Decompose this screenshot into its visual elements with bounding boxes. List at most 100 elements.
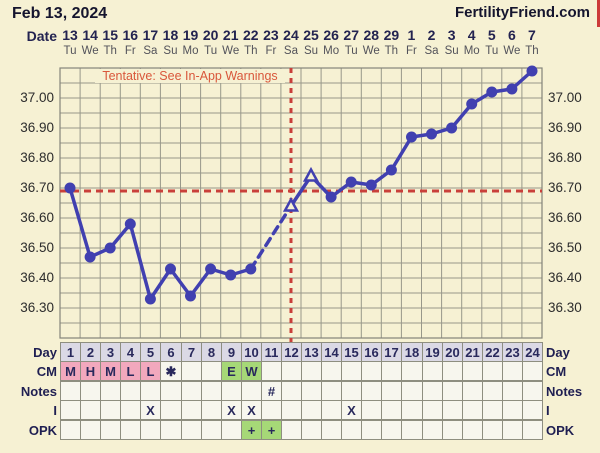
opk-cell-day-17[interactable]	[381, 420, 402, 440]
notes-cell-day-13[interactable]	[301, 381, 322, 401]
intercourse-cell-day-19[interactable]	[422, 400, 443, 420]
intercourse-cell-day-11[interactable]	[261, 400, 282, 420]
day-cell-day-13[interactable]: 13	[301, 342, 322, 362]
day-cell-day-21[interactable]: 21	[462, 342, 483, 362]
intercourse-cell-day-2[interactable]	[80, 400, 101, 420]
opk-cell-day-9[interactable]	[221, 420, 242, 440]
cm-cell-day-24[interactable]	[522, 361, 543, 381]
intercourse-cell-day-14[interactable]	[321, 400, 342, 420]
day-cell-day-7[interactable]: 7	[181, 342, 202, 362]
opk-cell-day-22[interactable]	[482, 420, 503, 440]
day-cell-day-2[interactable]: 2	[80, 342, 101, 362]
notes-cell-day-23[interactable]	[502, 381, 523, 401]
cm-cell-day-4[interactable]: L	[120, 361, 141, 381]
cm-cell-day-15[interactable]	[341, 361, 362, 381]
day-cell-day-20[interactable]: 20	[442, 342, 463, 362]
intercourse-cell-day-10[interactable]: X	[241, 400, 262, 420]
notes-cell-day-4[interactable]	[120, 381, 141, 401]
cm-cell-day-1[interactable]: M	[60, 361, 81, 381]
day-cell-day-23[interactable]: 23	[502, 342, 523, 362]
notes-cell-day-12[interactable]	[281, 381, 302, 401]
intercourse-cell-day-1[interactable]	[60, 400, 81, 420]
intercourse-cell-day-21[interactable]	[462, 400, 483, 420]
opk-cell-day-16[interactable]	[361, 420, 382, 440]
day-cell-day-3[interactable]: 3	[100, 342, 121, 362]
opk-cell-day-11[interactable]: +	[261, 420, 282, 440]
cm-cell-day-22[interactable]	[482, 361, 503, 381]
day-cell-day-16[interactable]: 16	[361, 342, 382, 362]
day-cell-day-4[interactable]: 4	[120, 342, 141, 362]
notes-cell-day-3[interactable]	[100, 381, 121, 401]
intercourse-cell-day-17[interactable]	[381, 400, 402, 420]
opk-cell-day-23[interactable]	[502, 420, 523, 440]
notes-cell-day-7[interactable]	[181, 381, 202, 401]
intercourse-cell-day-20[interactable]	[442, 400, 463, 420]
intercourse-cell-day-15[interactable]: X	[341, 400, 362, 420]
cm-cell-day-21[interactable]	[462, 361, 483, 381]
opk-cell-day-13[interactable]	[301, 420, 322, 440]
day-cell-day-10[interactable]: 10	[241, 342, 262, 362]
cm-cell-day-23[interactable]	[502, 361, 523, 381]
day-cell-day-15[interactable]: 15	[341, 342, 362, 362]
opk-cell-day-15[interactable]	[341, 420, 362, 440]
notes-cell-day-22[interactable]	[482, 381, 503, 401]
notes-cell-day-24[interactable]	[522, 381, 543, 401]
intercourse-cell-day-4[interactable]	[120, 400, 141, 420]
opk-cell-day-18[interactable]	[401, 420, 423, 440]
day-cell-day-12[interactable]: 12	[281, 342, 302, 362]
intercourse-cell-day-16[interactable]	[361, 400, 382, 420]
notes-cell-day-19[interactable]	[422, 381, 443, 401]
opk-cell-day-21[interactable]	[462, 420, 483, 440]
day-cell-day-19[interactable]: 19	[422, 342, 443, 362]
day-cell-day-1[interactable]: 1	[60, 342, 81, 362]
opk-cell-day-8[interactable]	[201, 420, 222, 440]
opk-cell-day-24[interactable]	[522, 420, 543, 440]
opk-cell-day-1[interactable]	[60, 420, 81, 440]
day-cell-day-24[interactable]: 24	[522, 342, 543, 362]
intercourse-cell-day-5[interactable]: X	[140, 400, 161, 420]
opk-cell-day-5[interactable]	[140, 420, 161, 440]
notes-cell-day-10[interactable]	[241, 381, 262, 401]
opk-cell-day-14[interactable]	[321, 420, 342, 440]
cm-cell-day-11[interactable]	[261, 361, 282, 381]
cm-cell-day-12[interactable]	[281, 361, 302, 381]
notes-cell-day-6[interactable]	[160, 381, 182, 401]
notes-cell-day-20[interactable]	[442, 381, 463, 401]
brand-link[interactable]: FertilityFriend.com	[454, 4, 590, 21]
intercourse-cell-day-24[interactable]	[522, 400, 543, 420]
day-cell-day-11[interactable]: 11	[261, 342, 282, 362]
day-cell-day-6[interactable]: 6	[160, 342, 182, 362]
cm-cell-day-14[interactable]	[321, 361, 342, 381]
opk-cell-day-2[interactable]	[80, 420, 101, 440]
day-cell-day-5[interactable]: 5	[140, 342, 161, 362]
intercourse-cell-day-23[interactable]	[502, 400, 523, 420]
intercourse-cell-day-22[interactable]	[482, 400, 503, 420]
cm-cell-day-19[interactable]	[422, 361, 443, 381]
intercourse-cell-day-9[interactable]: X	[221, 400, 242, 420]
opk-cell-day-4[interactable]	[120, 420, 141, 440]
opk-cell-day-19[interactable]	[422, 420, 443, 440]
intercourse-cell-day-8[interactable]	[201, 400, 222, 420]
notes-cell-day-18[interactable]	[401, 381, 423, 401]
cm-cell-day-8[interactable]	[201, 361, 222, 381]
cm-cell-day-3[interactable]: M	[100, 361, 121, 381]
notes-cell-day-5[interactable]	[140, 381, 161, 401]
opk-cell-day-3[interactable]	[100, 420, 121, 440]
opk-cell-day-6[interactable]	[160, 420, 182, 440]
notes-cell-day-21[interactable]	[462, 381, 483, 401]
notes-cell-day-11[interactable]: #	[261, 381, 282, 401]
day-cell-day-18[interactable]: 18	[401, 342, 423, 362]
day-cell-day-22[interactable]: 22	[482, 342, 503, 362]
intercourse-cell-day-13[interactable]	[301, 400, 322, 420]
day-cell-day-14[interactable]: 14	[321, 342, 342, 362]
cm-cell-day-20[interactable]	[442, 361, 463, 381]
intercourse-cell-day-3[interactable]	[100, 400, 121, 420]
cm-cell-day-16[interactable]	[361, 361, 382, 381]
cm-cell-day-5[interactable]: L	[140, 361, 161, 381]
notes-cell-day-16[interactable]	[361, 381, 382, 401]
notes-cell-day-2[interactable]	[80, 381, 101, 401]
notes-cell-day-1[interactable]	[60, 381, 81, 401]
cm-cell-day-2[interactable]: H	[80, 361, 101, 381]
cm-cell-day-10[interactable]: W	[241, 361, 262, 381]
